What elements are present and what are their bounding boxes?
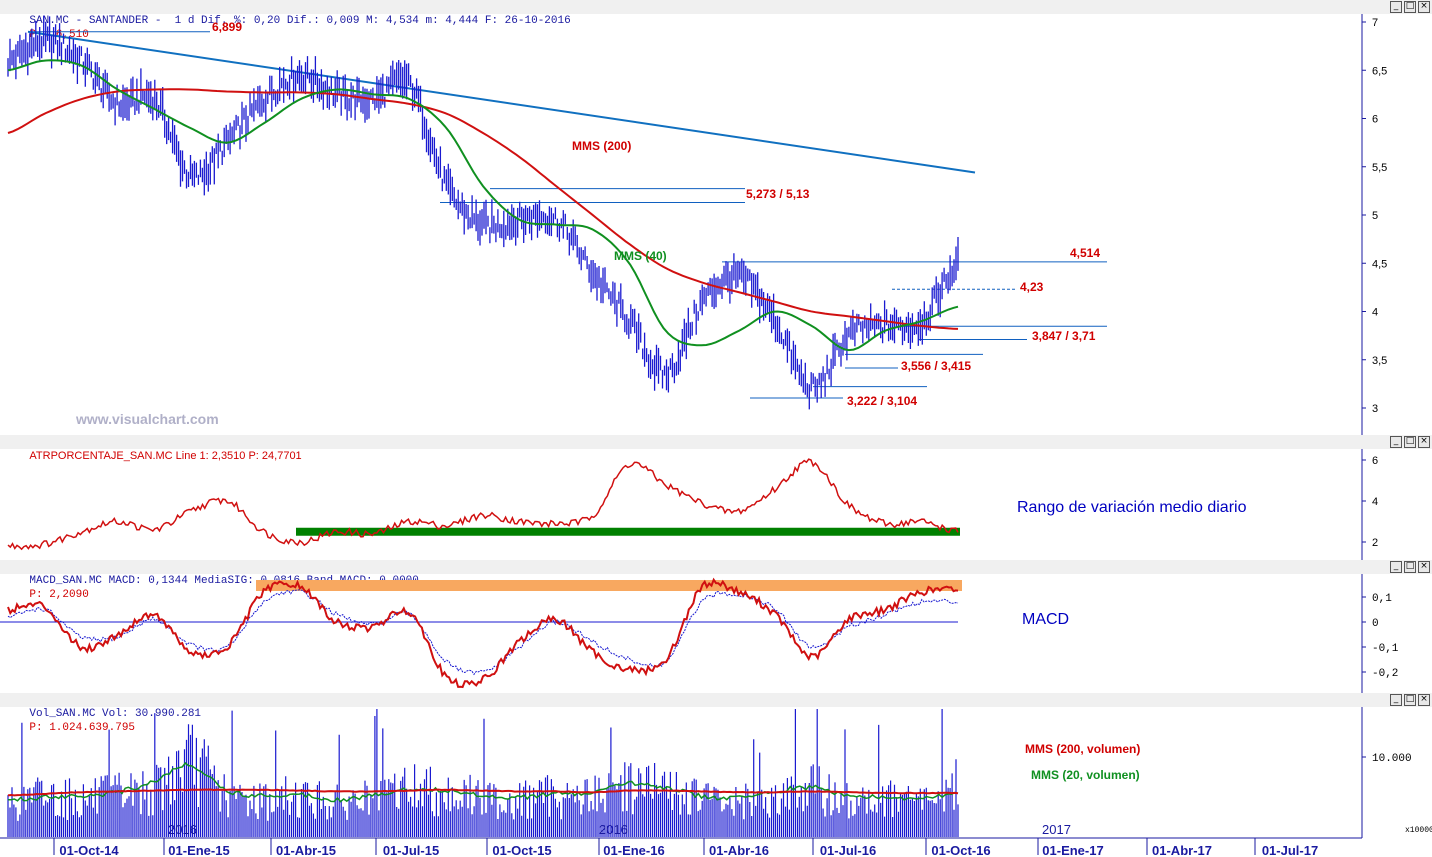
price-y-tick-label: 7 bbox=[1372, 17, 1378, 29]
atr-y-tick-label: 6 bbox=[1372, 455, 1378, 467]
macd-highlight-bar bbox=[256, 580, 962, 591]
atr-y-tick-label: 4 bbox=[1372, 496, 1378, 508]
close-icon[interactable]: × bbox=[1418, 436, 1430, 448]
vol-window-buttons: _ □ × bbox=[1390, 694, 1430, 706]
price-panel: 7 6,5 6 5,5 5 4,5 4 3,5 3 bbox=[7, 15, 1387, 415]
level-label-3556: 3,556 / 3,415 bbox=[901, 359, 971, 373]
x-axis-label: 01-Ene-16 bbox=[603, 843, 664, 857]
vol-mms20-line bbox=[8, 761, 959, 803]
maximize-icon[interactable]: □ bbox=[1404, 436, 1416, 448]
x-axis-label: 01-Oct-14 bbox=[59, 843, 119, 857]
atr-line bbox=[7, 458, 959, 551]
minimize-icon[interactable]: _ bbox=[1390, 694, 1402, 706]
price-y-tick-label: 6,5 bbox=[1372, 65, 1387, 77]
vol-y-tick-label: 10.000 bbox=[1372, 753, 1412, 765]
macd-header-p: P: 2,2090 bbox=[29, 589, 89, 601]
year-marker-2017: 2017 bbox=[1042, 822, 1071, 837]
mms200-label: MMS (200) bbox=[572, 139, 631, 153]
vol-mms200-label: MMS (200, volumen) bbox=[1025, 742, 1140, 756]
x-axis-label: 01-Jul-16 bbox=[820, 843, 876, 857]
volume-panel: 10.000 bbox=[7, 709, 1412, 837]
macd-line bbox=[7, 577, 959, 689]
level-label-3222: 3,222 / 3,104 bbox=[847, 394, 917, 408]
macd-panel-header: MACD_SAN.MC MACD: 0,1344 MediaSIG: 0,081… bbox=[0, 560, 1432, 601]
minimize-icon[interactable]: _ bbox=[1390, 561, 1402, 573]
atr-window-buttons: _ □ × bbox=[1390, 436, 1430, 448]
atr-description: Rango de variación medio diario bbox=[1017, 499, 1247, 516]
minimize-icon[interactable]: _ bbox=[1390, 436, 1402, 448]
x-axis-label: 01-Oct-16 bbox=[931, 843, 990, 857]
x-axis-label: 01-Ene-15 bbox=[168, 843, 229, 857]
x-axis-label: 01-Abr-17 bbox=[1152, 843, 1212, 857]
price-header-text: SAN.MC - SANTANDER - 1 d Dif. %: 0,20 Di… bbox=[29, 15, 571, 27]
level-label-6899: 6,899 bbox=[212, 20, 242, 34]
atr-y-tick-label: 2 bbox=[1372, 537, 1378, 549]
level-label-4514: 4,514 bbox=[1070, 246, 1100, 260]
x-axis: 01-Oct-14 01-Ene-15 01-Abr-15 01-Jul-15 01-O… bbox=[53, 838, 1318, 857]
atr-header-text: ATRPORCENTAJE_SAN.MC Line 1: 2,3510 P: 2… bbox=[29, 450, 302, 462]
vol-unit: x10000 bbox=[1405, 826, 1432, 835]
macd-y-tick-label: -0,1 bbox=[1372, 643, 1399, 655]
close-icon[interactable]: × bbox=[1418, 1, 1430, 13]
vol-header-text: Vol_SAN.MC Vol: 30.990.281 bbox=[29, 708, 202, 720]
price-y-tick-label: 4 bbox=[1372, 307, 1378, 319]
mms200-line bbox=[7, 88, 959, 330]
atr-panel-header: ATRPORCENTAJE_SAN.MC Line 1: 2,3510 P: 2… bbox=[0, 435, 1432, 462]
price-y-tick-label: 6 bbox=[1372, 114, 1378, 126]
maximize-icon[interactable]: □ bbox=[1404, 1, 1416, 13]
vol-header-p: P: 1.024.639.795 bbox=[29, 722, 136, 734]
macd-header-text: MACD_SAN.MC MACD: 0,1344 MediaSIG: 0,081… bbox=[29, 575, 419, 587]
price-y-tick-label: 3,5 bbox=[1372, 355, 1387, 367]
trendline bbox=[27, 30, 976, 174]
vol-mms20-label: MMS (20, volumen) bbox=[1031, 768, 1140, 782]
price-bars bbox=[7, 15, 959, 410]
price-y-tick-label: 5 bbox=[1372, 210, 1378, 222]
macd-signal-line bbox=[7, 589, 959, 676]
macd-panel: 0,1 0 -0,1 -0,2 bbox=[0, 577, 1399, 689]
mms40-label: MMS (40) bbox=[614, 249, 667, 263]
price-y-tick-label: 4,5 bbox=[1372, 258, 1387, 270]
x-axis-label: 01-Ene-17 bbox=[1042, 843, 1103, 857]
close-icon[interactable]: × bbox=[1418, 694, 1430, 706]
atr-highlight-bar bbox=[296, 527, 960, 536]
macd-y-tick-label: 0 bbox=[1372, 618, 1379, 630]
watermark: www.visualchart.com bbox=[75, 411, 219, 427]
x-axis-label: 01-Abr-15 bbox=[276, 843, 336, 857]
atr-panel: 6 4 2 bbox=[7, 455, 1378, 551]
year-marker-2016b: 2016 bbox=[599, 822, 628, 837]
macd-y-tick-label: 0,1 bbox=[1372, 593, 1392, 605]
close-icon[interactable]: × bbox=[1418, 561, 1430, 573]
x-axis-label: 01-Oct-15 bbox=[492, 843, 551, 857]
macd-description: MACD bbox=[1022, 611, 1069, 628]
maximize-icon[interactable]: □ bbox=[1404, 694, 1416, 706]
minimize-icon[interactable]: _ bbox=[1390, 1, 1402, 13]
x-axis-label: 01-Abr-16 bbox=[709, 843, 769, 857]
maximize-icon[interactable]: □ bbox=[1404, 561, 1416, 573]
x-axis-label: 01-Jul-15 bbox=[383, 843, 439, 857]
price-panel-header: SAN.MC - SANTANDER - 1 d Dif. %: 0,20 Di… bbox=[0, 0, 1432, 41]
vol-mms200-line bbox=[7, 788, 959, 797]
level-label-5273: 5,273 / 5,13 bbox=[746, 187, 810, 201]
price-window-buttons: _ □ × bbox=[1390, 1, 1430, 13]
volume-bars bbox=[7, 709, 959, 837]
x-axis-label: 01-Jul-17 bbox=[1262, 843, 1318, 857]
level-label-423: 4,23 bbox=[1020, 280, 1044, 294]
price-y-tick-label: 5,5 bbox=[1372, 162, 1387, 174]
mms40-line bbox=[7, 59, 959, 352]
year-marker-2016a: 2016 bbox=[168, 822, 197, 837]
level-label-3847: 3,847 / 3,71 bbox=[1032, 329, 1096, 343]
vol-panel-header: Vol_SAN.MC Vol: 30.990.281 P: 1.024.639.… bbox=[0, 693, 1432, 734]
price-y-tick-label: 3 bbox=[1372, 403, 1378, 415]
macd-window-buttons: _ □ × bbox=[1390, 561, 1430, 573]
macd-y-tick-label: -0,2 bbox=[1372, 668, 1398, 680]
